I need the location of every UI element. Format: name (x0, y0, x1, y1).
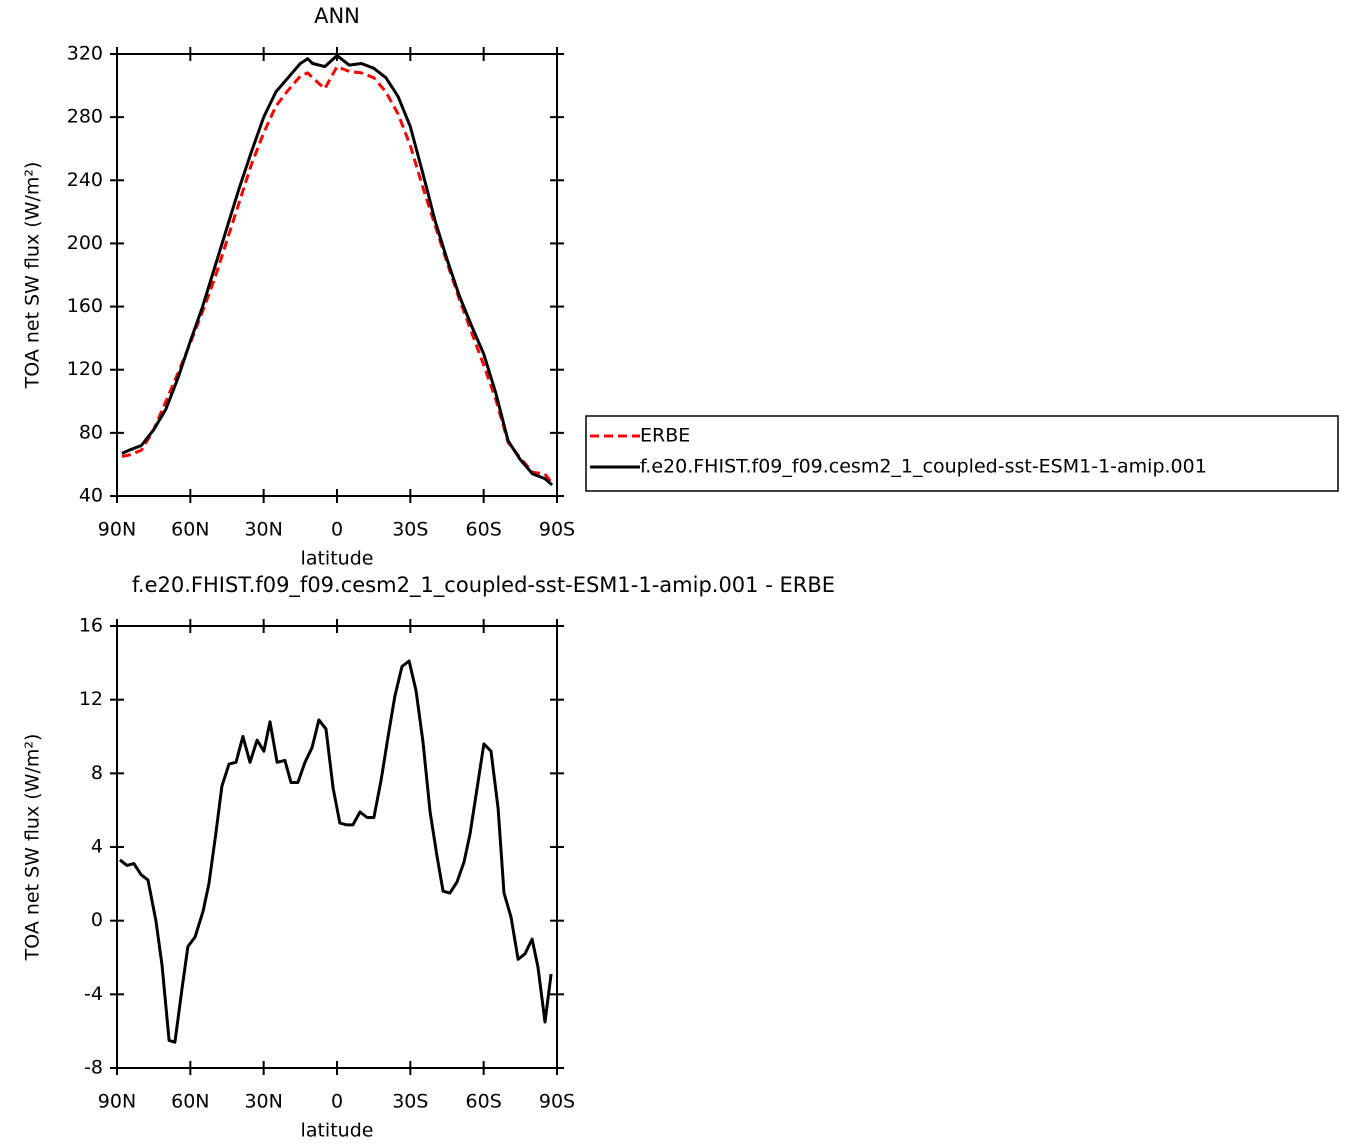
y-axis-title: TOA net SW flux (W/m²) (22, 162, 44, 390)
legend-label: f.e20.FHIST.f09_f09.cesm2_1_coupled-sst-… (640, 456, 1207, 478)
x-tick-label: 0 (331, 1091, 343, 1113)
y-tick-label: 4 (91, 836, 103, 858)
x-tick-label: 30S (392, 519, 428, 541)
y-tick-label: 0 (91, 909, 103, 931)
y-tick-label: 8 (91, 762, 103, 784)
x-tick-label: 90S (539, 1091, 575, 1113)
x-tick-label: 0 (331, 519, 343, 541)
y-tick-label: 280 (67, 106, 103, 128)
x-tick-label: 90N (98, 1091, 136, 1113)
legend-label: ERBE (640, 425, 690, 447)
x-tick-label: 60N (171, 1091, 209, 1113)
x-tick-label: 60S (466, 1091, 502, 1113)
y-tick-label: 200 (67, 232, 103, 254)
x-tick-label: 30N (244, 1091, 282, 1113)
y-tick-label: 80 (79, 421, 103, 443)
x-tick-label: 30N (244, 519, 282, 541)
plot-frame (116, 625, 558, 1069)
y-axis-title: TOA net SW flux (W/m²) (22, 734, 44, 962)
x-axis-title: latitude (301, 1120, 374, 1142)
x-axis-title: latitude (301, 548, 374, 570)
x-tick-label: 30S (392, 1091, 428, 1113)
plot-frame (116, 53, 558, 497)
data-line (118, 659, 553, 1044)
chart-title: f.e20.FHIST.f09_f09.cesm2_1_coupled-sst-… (132, 573, 835, 598)
y-tick-label: 12 (79, 688, 103, 710)
y-tick-label: -4 (84, 983, 103, 1005)
data-line (121, 65, 554, 485)
y-tick-label: 320 (67, 43, 103, 65)
y-tick-label: 240 (67, 169, 103, 191)
y-tick-label: 16 (79, 615, 103, 637)
y-tick-label: 160 (67, 295, 103, 317)
legend-box (585, 415, 1339, 492)
x-tick-label: 60N (171, 519, 209, 541)
y-tick-label: -8 (84, 1057, 103, 1079)
data-line (121, 54, 554, 487)
y-tick-label: 40 (79, 485, 103, 507)
y-tick-label: 120 (67, 358, 103, 380)
x-tick-label: 90N (98, 519, 136, 541)
x-tick-label: 60S (466, 519, 502, 541)
x-tick-label: 90S (539, 519, 575, 541)
chart-title: ANN (314, 4, 360, 28)
